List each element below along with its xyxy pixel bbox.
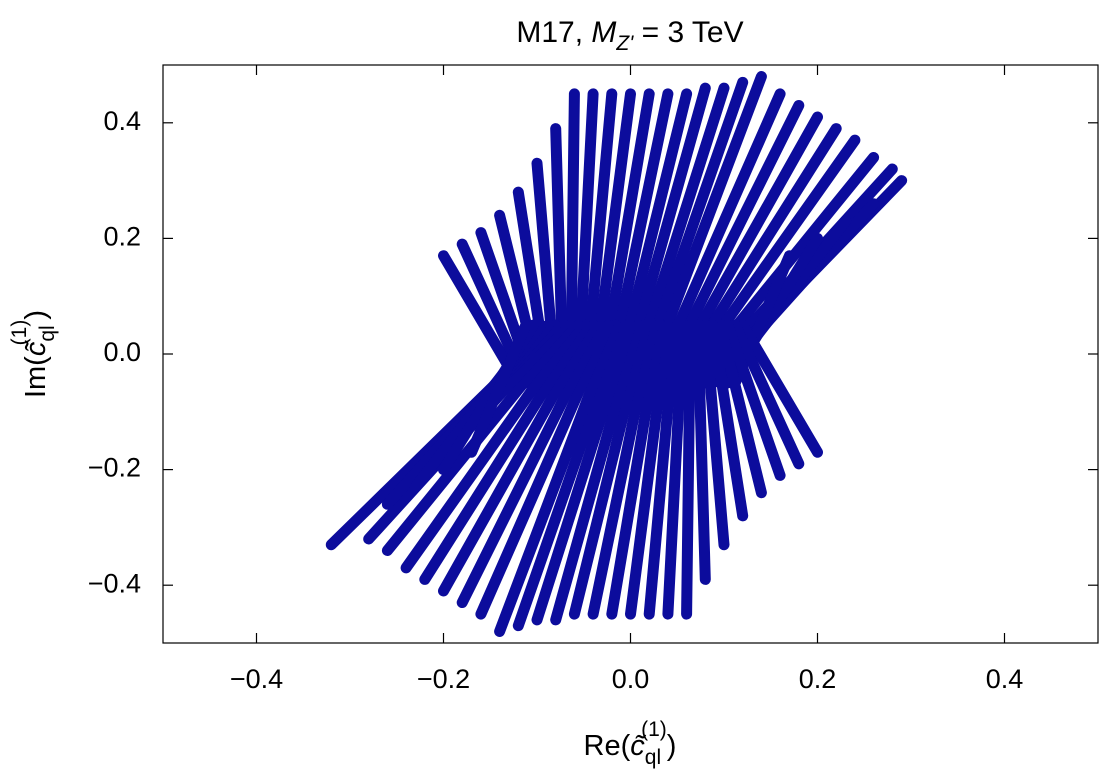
ray — [707, 319, 749, 522]
label-superscript: (1) — [8, 320, 31, 346]
x-tick-label: −0.2 — [417, 664, 470, 694]
ray — [625, 319, 674, 620]
ray — [699, 319, 730, 551]
ray — [466, 319, 532, 458]
chart-title: M17, MZ' = 3 TeV — [516, 16, 743, 55]
ray — [737, 319, 823, 458]
label-text: ) — [667, 730, 677, 762]
y-tick-label: −0.4 — [88, 568, 141, 598]
ray — [568, 319, 651, 620]
ray — [643, 319, 681, 620]
label-subscript: ql — [645, 746, 661, 769]
y-axis-label: Im(c̃ql (1)) — [8, 310, 59, 398]
label-symbol: c̃ — [20, 340, 52, 356]
ray — [662, 319, 689, 620]
x-tick-label: 0.4 — [986, 664, 1024, 694]
label-text: ) — [20, 310, 52, 320]
label-text: Im( — [20, 356, 52, 398]
x-tick-label: 0.2 — [799, 664, 837, 694]
ray — [587, 319, 659, 620]
ray — [494, 319, 622, 637]
y-tick-label: 0.0 — [103, 337, 141, 367]
y-tick-label: 0.4 — [103, 106, 141, 136]
title-symbol: M — [591, 16, 616, 49]
ray — [729, 319, 805, 470]
x-tick-label: 0.0 — [612, 664, 650, 694]
x-axis-label: Re(c̃ql (1)) — [584, 718, 677, 769]
y-tick-label: −0.2 — [88, 453, 141, 483]
ray — [681, 319, 696, 620]
ray — [475, 319, 614, 620]
x-tick-label: −0.4 — [230, 664, 283, 694]
y-tick-label: 0.2 — [103, 222, 141, 252]
title-text: M17, — [516, 16, 591, 49]
ray — [714, 319, 767, 499]
ray — [722, 319, 786, 481]
plot-marks — [325, 71, 908, 637]
ray — [400, 319, 584, 574]
label-symbol: c̃ — [630, 730, 646, 762]
label-superscript: (1) — [641, 718, 667, 741]
ray — [550, 319, 644, 626]
ray — [531, 319, 636, 626]
label-text: Re( — [584, 730, 631, 762]
label-subscript: ql — [36, 325, 59, 341]
ray — [606, 319, 666, 620]
title-text: = 3 TeV — [633, 16, 743, 49]
ray — [512, 319, 629, 632]
title-subscript: Z' — [615, 32, 634, 55]
ray — [419, 319, 592, 585]
ray — [438, 319, 599, 597]
ray — [456, 319, 607, 609]
ray — [692, 319, 711, 585]
